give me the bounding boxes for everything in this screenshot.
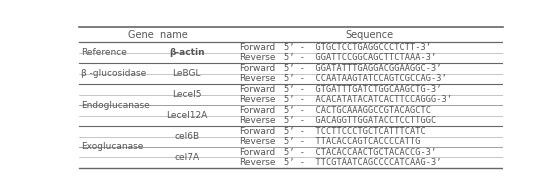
Text: Exoglucanase: Exoglucanase [80,142,143,151]
Text: cel6B: cel6B [174,132,200,141]
Text: 5’ -  CACTGCAAAGGCCGTACAGCTC: 5’ - CACTGCAAAGGCCGTACAGCTC [285,106,432,115]
Text: Lecel12A: Lecel12A [166,111,207,120]
Text: Endoglucanase: Endoglucanase [80,101,149,110]
Text: Forward: Forward [239,43,275,52]
Text: Reverse: Reverse [239,95,276,104]
Text: Forward: Forward [239,127,275,136]
Text: Gene  name: Gene name [127,30,187,40]
Text: Reverse: Reverse [239,53,276,62]
Text: Forward: Forward [239,64,275,73]
Text: Sequence: Sequence [346,30,394,40]
Text: 5’ -  TCCTTCCCTGCTCATTTCATC: 5’ - TCCTTCCCTGCTCATTTCATC [285,127,426,136]
Text: 5’ -  TTACACCAGTCACCCCATTG: 5’ - TTACACCAGTCACCCCATTG [285,137,421,146]
Text: Forward: Forward [239,148,275,157]
Text: 5’ -  ACACATATACATCACTTCCAGGG-3’: 5’ - ACACATATACATCACTTCCAGGG-3’ [285,95,452,104]
Text: cel7A: cel7A [174,153,200,162]
Text: Reverse: Reverse [239,74,276,83]
Text: β -glucosidase: β -glucosidase [80,69,146,78]
Text: 5’ -  GGATATTTGAGGACGGAAGGC-3’: 5’ - GGATATTTGAGGACGGAAGGC-3’ [285,64,442,73]
Text: Forward: Forward [239,85,275,94]
Text: 5’ -  GACAGGTTGGATACCTCCTTGGC: 5’ - GACAGGTTGGATACCTCCTTGGC [285,116,437,125]
Text: Lecel5: Lecel5 [172,90,202,99]
Text: Reverse: Reverse [239,116,276,125]
Text: Reverse: Reverse [239,158,276,167]
Text: LeBGL: LeBGL [173,69,201,78]
Text: β-actin: β-actin [169,48,205,57]
Text: 5’ -  GTGCTCCTGAGGCCCTCTT-3’: 5’ - GTGCTCCTGAGGCCCTCTT-3’ [285,43,432,52]
Text: 5’ -  CCAATAAGTATCCAGTCGCCAG-3’: 5’ - CCAATAAGTATCCAGTCGCCAG-3’ [285,74,447,83]
Text: Reference: Reference [80,48,126,57]
Text: Reverse: Reverse [239,137,276,146]
Text: 5’ -  GGATTCCGGCAGCTTCTAAA-3’: 5’ - GGATTCCGGCAGCTTCTAAA-3’ [285,53,437,62]
Text: 5’ -  CTACACCAACTGCTACACCG-3’: 5’ - CTACACCAACTGCTACACCG-3’ [285,148,437,157]
Text: 5’ -  TTCGTAATCAGCCCCATCAAG-3’: 5’ - TTCGTAATCAGCCCCATCAAG-3’ [285,158,442,167]
Text: Forward: Forward [239,106,275,115]
Text: 5’ -  GTGATTTGATCTGGCAAGCTG-3’: 5’ - GTGATTTGATCTGGCAAGCTG-3’ [285,85,442,94]
